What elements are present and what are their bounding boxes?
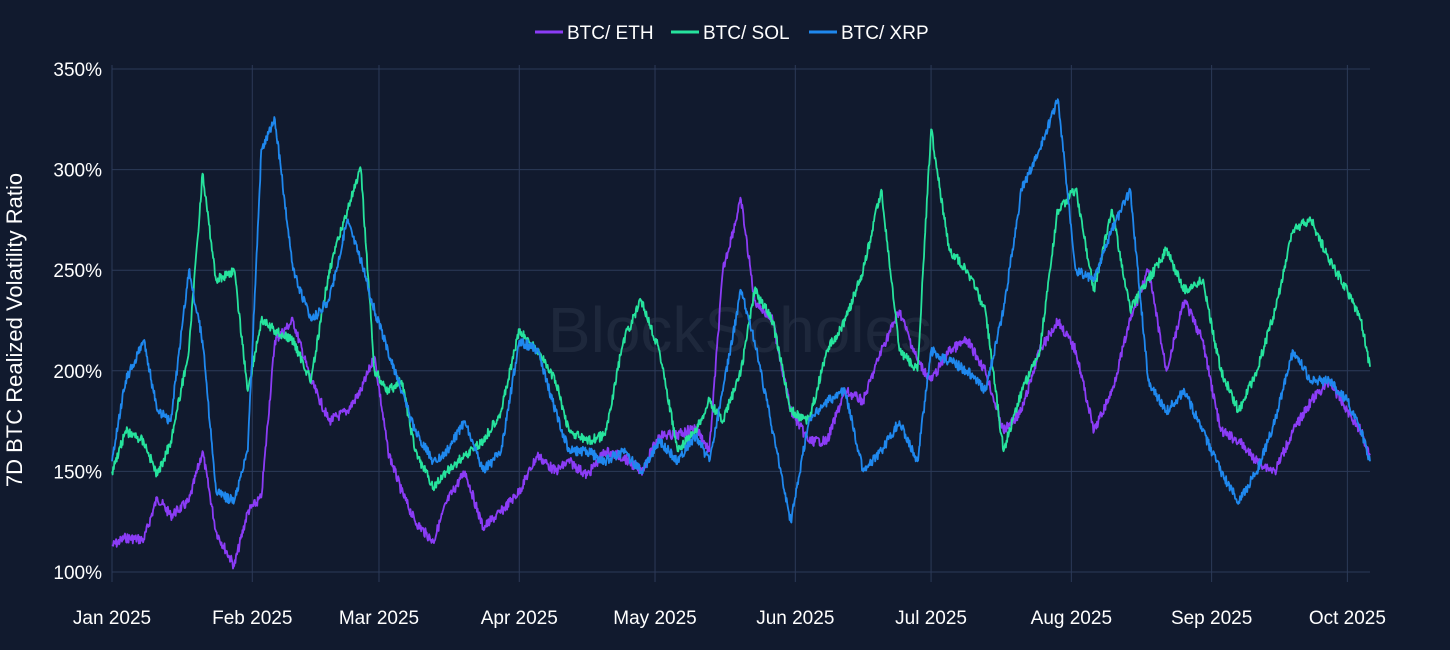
x-tick-label: Sep 2025 bbox=[1171, 608, 1252, 629]
y-tick-label: 250% bbox=[53, 261, 102, 282]
legend-label: BTC/ XRP bbox=[841, 23, 929, 44]
series-btc-xrp bbox=[111, 98, 1371, 524]
y-axis: 100% 150% 200% 250% 300% 350% bbox=[53, 60, 102, 584]
x-tick-label: Mar 2025 bbox=[339, 608, 419, 629]
legend[interactable]: BTC/ ETH BTC/ SOL BTC/ XRP bbox=[535, 23, 929, 44]
series-line bbox=[111, 98, 1371, 524]
legend-label: BTC/ ETH bbox=[567, 23, 654, 44]
series-btc-eth bbox=[111, 196, 1371, 570]
legend-item[interactable]: BTC/ ETH bbox=[535, 23, 654, 44]
series-line bbox=[111, 196, 1371, 570]
y-tick-label: 300% bbox=[53, 161, 102, 182]
y-tick-label: 100% bbox=[53, 563, 102, 584]
x-tick-label: Apr 2025 bbox=[481, 608, 558, 629]
series-layer bbox=[111, 98, 1371, 570]
x-tick-label: Aug 2025 bbox=[1031, 608, 1112, 629]
watermark: BlockScholes bbox=[548, 294, 932, 366]
y-tick-label: 200% bbox=[53, 362, 102, 383]
x-tick-label: Jan 2025 bbox=[73, 608, 151, 629]
x-tick-label: Feb 2025 bbox=[212, 608, 292, 629]
legend-label: BTC/ SOL bbox=[703, 23, 790, 44]
x-tick-label: Jul 2025 bbox=[895, 608, 967, 629]
y-tick-label: 350% bbox=[53, 60, 102, 81]
x-tick-label: May 2025 bbox=[613, 608, 696, 629]
y-tick-label: 150% bbox=[53, 462, 102, 483]
series-line bbox=[111, 128, 1371, 492]
x-axis: Jan 2025 Feb 2025 Mar 2025 Apr 2025 May 2025… bbox=[73, 608, 1386, 629]
y-axis-label: 7D BTC Realized Volatility Ratio bbox=[2, 173, 27, 487]
x-tick-label: Jun 2025 bbox=[756, 608, 834, 629]
x-tick-label: Oct 2025 bbox=[1309, 608, 1386, 629]
legend-item[interactable]: BTC/ XRP bbox=[809, 23, 929, 44]
legend-item[interactable]: BTC/ SOL bbox=[671, 23, 790, 44]
series-btc-sol bbox=[111, 128, 1371, 492]
